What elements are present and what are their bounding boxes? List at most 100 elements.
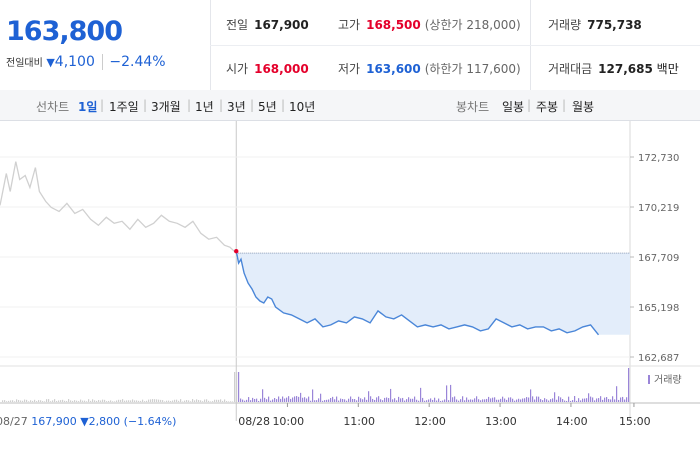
volume-bar xyxy=(76,400,78,402)
footer-date: 08/27 xyxy=(0,415,28,428)
volume-bar xyxy=(330,398,332,402)
volume-bar xyxy=(20,400,22,402)
upper-limit: (상한가 218,000) xyxy=(424,18,521,32)
volume-bar xyxy=(192,399,194,402)
stat-trade-value: 거래대금 127,685 백만 xyxy=(548,60,679,77)
volume-bar xyxy=(468,399,470,402)
volume-bar xyxy=(610,399,612,402)
volume-bar xyxy=(466,397,468,402)
volume-bar xyxy=(32,400,34,402)
volume-bar xyxy=(266,399,268,402)
volume-bar xyxy=(170,400,172,402)
stat-high: 고가 168,500 (상한가 218,000) xyxy=(338,16,521,33)
volume-bar xyxy=(86,401,88,402)
tab-separator: | xyxy=(562,98,567,112)
volume-bar xyxy=(186,400,188,402)
volume-bar xyxy=(264,397,266,402)
volume-bar xyxy=(538,396,540,402)
volume-bar xyxy=(122,399,124,402)
down-arrow-icon: ▼ xyxy=(46,56,55,69)
volume-bar xyxy=(38,400,40,402)
volume-bar xyxy=(294,396,296,402)
footer-change: ▼2,800 xyxy=(80,415,121,428)
volume-bar xyxy=(598,398,600,402)
quote-header: 163,800 전일대비 ▼4,100 −2.44% 전일 167,900 시가 1… xyxy=(0,0,700,91)
volume-bar xyxy=(102,399,104,402)
volume-bar xyxy=(618,399,620,402)
volume-bar xyxy=(628,368,630,402)
tab-1w[interactable]: 1주일 xyxy=(109,100,139,114)
volume-bar xyxy=(382,400,384,402)
volume-bar xyxy=(138,400,140,402)
volume-bar xyxy=(332,396,334,402)
volume-bar xyxy=(124,400,126,402)
volume-legend-swatch xyxy=(648,375,650,384)
volume-bar xyxy=(490,398,492,402)
volume-bar xyxy=(602,399,604,402)
volume-bar xyxy=(594,400,596,402)
volume-bar xyxy=(570,400,572,402)
tab-3y[interactable]: 3년 xyxy=(227,100,246,114)
volume-bar xyxy=(558,396,560,402)
volume-bar xyxy=(462,396,464,402)
chart-footer: 08/27 167,900 ▼2,800 (−1.64%) xyxy=(0,415,176,428)
y-tick-label: 172,730 xyxy=(638,153,679,164)
volume-bar xyxy=(422,397,424,402)
volume-bar xyxy=(328,399,330,402)
x-axis: 08/28 10:00 11:00 12:00 13:00 14:00 15:00 xyxy=(238,403,651,428)
x-tick-label: 11:00 xyxy=(343,415,375,428)
volume-bar xyxy=(48,399,50,402)
volume-bar xyxy=(222,400,224,402)
volume-bar xyxy=(172,400,174,402)
volume-bar xyxy=(114,401,116,402)
volume-bar xyxy=(360,398,362,402)
volume-bar xyxy=(286,397,288,402)
tab-10y[interactable]: 10년 xyxy=(289,100,316,114)
volume-bar xyxy=(368,391,370,402)
volume-bar xyxy=(514,400,516,402)
volume-bar xyxy=(230,401,232,402)
tab-5y[interactable]: 5년 xyxy=(258,100,277,114)
volume-bar xyxy=(152,399,154,402)
volume-bar xyxy=(64,400,66,402)
volume-bar xyxy=(304,397,306,402)
volume-bar xyxy=(68,399,70,402)
volume-bar xyxy=(452,397,454,402)
tab-3m[interactable]: 3개월 xyxy=(151,100,181,114)
volume-bar xyxy=(616,386,618,402)
volume-bar xyxy=(536,396,538,402)
volume-bar xyxy=(436,400,438,402)
volume-bar xyxy=(492,397,494,402)
volume-bar xyxy=(204,399,206,402)
volume-bar xyxy=(376,397,378,402)
volume-bar xyxy=(36,401,38,402)
volume-bar xyxy=(44,401,46,402)
volume-bar xyxy=(474,398,476,402)
volume-bar xyxy=(120,399,122,402)
volume-bar xyxy=(366,399,368,402)
volume-bar xyxy=(532,396,534,402)
tab-monthly[interactable]: 월봉 xyxy=(572,100,595,114)
volume-bar xyxy=(276,399,278,402)
volume-bar xyxy=(512,398,514,402)
volume-bar xyxy=(362,399,364,402)
volume-bar xyxy=(356,400,358,402)
volume-bar xyxy=(40,400,42,402)
volume-bar xyxy=(302,397,304,402)
volume-bar xyxy=(370,396,372,402)
tab-daily[interactable]: 일봉 xyxy=(502,100,525,114)
volume-bar xyxy=(196,399,198,402)
tab-1y[interactable]: 1년 xyxy=(195,100,214,114)
stat-volume: 거래량 775,738 xyxy=(548,16,642,33)
volume-bar xyxy=(94,400,96,402)
tab-weekly[interactable]: 주봉 xyxy=(536,100,559,114)
volume-bar xyxy=(220,399,222,402)
volume-bar xyxy=(112,401,114,402)
volume-bar xyxy=(34,399,36,402)
volume-bar xyxy=(24,399,26,402)
volume-bar xyxy=(2,400,4,402)
volume-bar xyxy=(612,396,614,402)
volume-bar xyxy=(500,398,502,402)
tab-1d[interactable]: 1일 xyxy=(78,100,98,114)
volume-bar xyxy=(100,400,102,402)
